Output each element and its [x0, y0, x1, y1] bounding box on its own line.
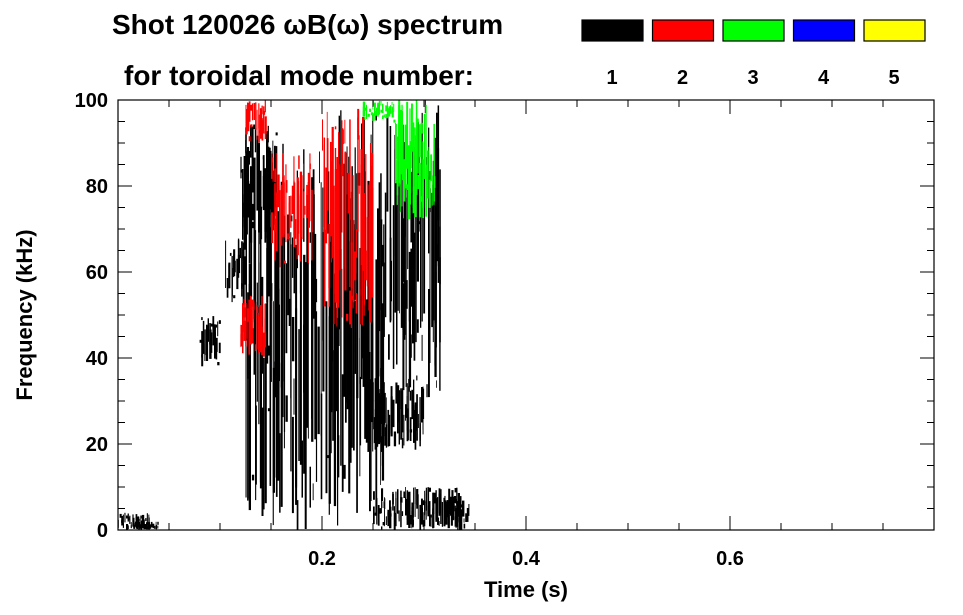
legend-swatch-2 [651, 19, 715, 42]
series-3-region-0 [362, 100, 395, 121]
series-2-region-0 [245, 100, 267, 143]
series-1-region-1 [133, 521, 159, 530]
x-tick-label-0.2: 0.2 [308, 548, 336, 570]
chart-title-line1: Shot 120026 ωB(ω) spectrum [112, 9, 503, 40]
y-tick-label-0: 0 [97, 520, 108, 542]
axis-ticks: 0 20 40 60 80 100 0.2 0.4 0.6 [75, 90, 934, 570]
x-tick-label-0.4: 0.4 [512, 548, 541, 570]
legend-label-5: 5 [888, 67, 899, 89]
y-tick-label-100: 100 [75, 90, 108, 112]
legend-label-4: 4 [818, 67, 830, 89]
y-tick-label-40: 40 [86, 348, 108, 370]
legend-label-3: 3 [747, 67, 758, 89]
legend-swatch-5 [863, 19, 926, 42]
series-3 [362, 100, 436, 220]
legend-label-1: 1 [606, 67, 617, 89]
legend-swatch-1 [581, 19, 644, 42]
series-1-region-7 [373, 375, 425, 452]
series-2-region-1 [271, 153, 313, 268]
series-2 [240, 100, 374, 357]
legend-swatch-4 [792, 19, 856, 42]
x-axis-title: Time (s) [484, 577, 568, 602]
y-tick-label-60: 60 [86, 262, 108, 284]
series-1-region-3 [225, 238, 247, 306]
y-tick-label-80: 80 [86, 176, 108, 198]
plot-area: 0 20 40 60 80 100 0.2 0.4 0.6 [75, 90, 935, 570]
chart-title-line2: for toroidal mode number: [124, 60, 474, 91]
series-1-region-2 [199, 316, 221, 367]
series-2-region-2 [322, 108, 374, 328]
series-1-region-10 [444, 495, 470, 530]
legend-swatch-3 [722, 19, 785, 42]
spectrum-marks [118, 100, 470, 530]
x-tick-label-0.6: 0.6 [716, 548, 744, 570]
series-3-region-1 [393, 100, 436, 220]
series-1-region-8 [373, 487, 462, 530]
y-axis-title: Frequency (kHz) [12, 229, 37, 400]
y-tick-label-20: 20 [86, 434, 108, 456]
series-1-region-5 [245, 143, 334, 530]
series-2-region-3 [240, 295, 267, 357]
legend-label-2: 2 [677, 67, 688, 89]
legend: 1 2 3 4 5 [581, 19, 926, 89]
